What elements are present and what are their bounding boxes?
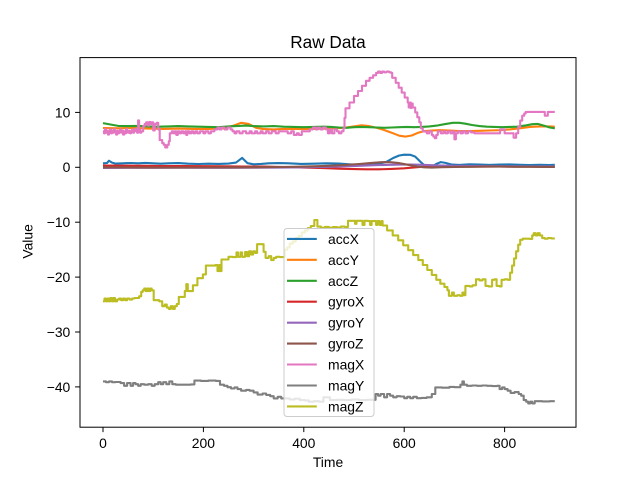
svg-text:0: 0 <box>63 159 71 175</box>
svg-text:Value: Value <box>20 224 36 259</box>
svg-text:accX: accX <box>328 231 359 247</box>
svg-text:400: 400 <box>292 435 315 451</box>
svg-text:accY: accY <box>328 252 359 268</box>
svg-text:−30: −30 <box>47 324 71 340</box>
svg-text:−40: −40 <box>47 379 71 395</box>
svg-text:10: 10 <box>55 104 71 120</box>
svg-text:magY: magY <box>328 378 364 394</box>
svg-text:magZ: magZ <box>328 398 364 414</box>
svg-text:Raw Data: Raw Data <box>290 32 366 52</box>
svg-text:gyroX: gyroX <box>328 294 364 310</box>
svg-text:600: 600 <box>393 435 416 451</box>
svg-text:800: 800 <box>493 435 516 451</box>
svg-text:200: 200 <box>192 435 215 451</box>
svg-text:gyroZ: gyroZ <box>328 336 364 352</box>
svg-text:−10: −10 <box>47 214 71 230</box>
svg-text:0: 0 <box>99 435 107 451</box>
svg-text:accZ: accZ <box>328 273 359 289</box>
svg-text:−20: −20 <box>47 269 71 285</box>
svg-text:gyroY: gyroY <box>328 315 364 331</box>
svg-text:magX: magX <box>328 357 364 373</box>
svg-text:Time: Time <box>313 454 344 470</box>
